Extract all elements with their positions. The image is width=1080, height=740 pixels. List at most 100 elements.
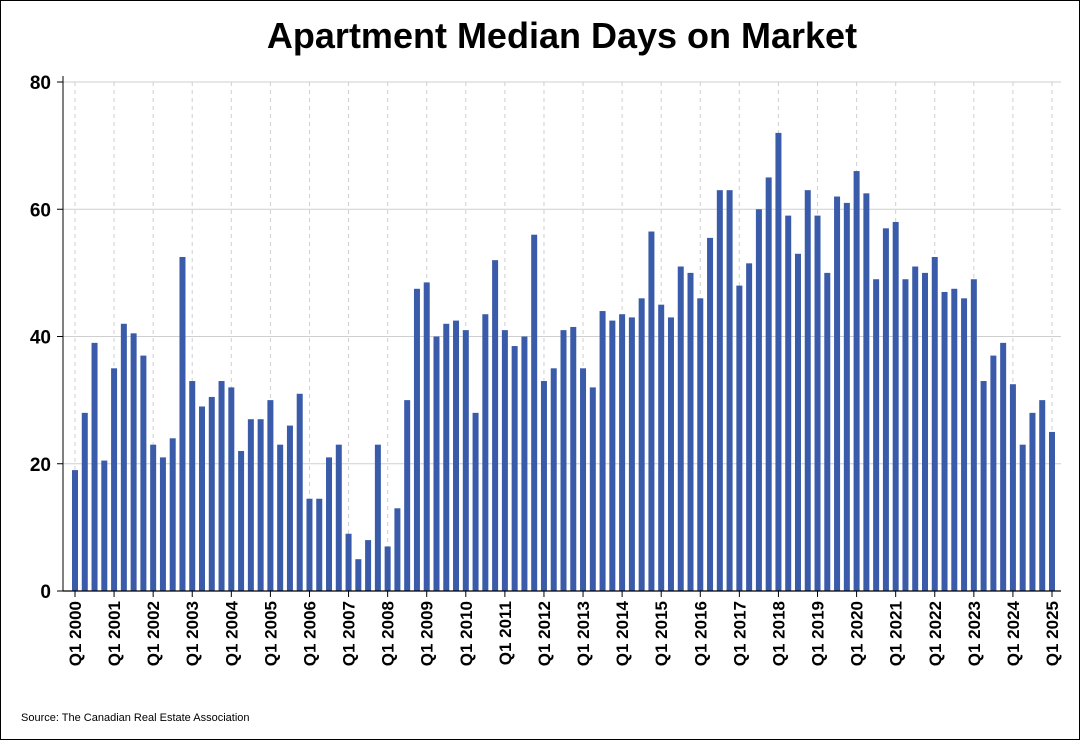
x-tick-label: Q1 2009 [418,601,437,666]
bar [365,540,372,591]
bar [863,193,870,591]
source-note: Source: The Canadian Real Estate Associa… [21,712,250,724]
bar [775,132,782,591]
bar [726,190,733,591]
bar [550,368,557,591]
bar [814,215,821,592]
bar [150,444,157,591]
bar [374,444,381,591]
bar [882,228,889,591]
bar [257,419,264,591]
bar [961,298,968,591]
bar [218,381,225,591]
bar [472,412,479,591]
bar [101,460,108,591]
x-tick-label: Q1 2004 [222,600,241,666]
x-tick-label: Q1 2024 [1004,600,1023,666]
x-tick-label: Q1 2005 [261,601,280,666]
x-tick-label: Q1 2019 [809,601,828,666]
bar [404,400,411,591]
bar [208,396,215,591]
bar [794,253,801,591]
bar [91,342,98,591]
bar [1000,342,1007,591]
x-tick-label: Q1 2010 [457,601,476,666]
bar [853,171,860,591]
bar [648,231,655,592]
y-tick-label: 0 [40,582,51,603]
bar [1039,400,1046,591]
bar [159,457,166,591]
bar [326,457,333,591]
bar [511,346,518,591]
bar [609,320,616,591]
bar [130,333,137,591]
bar [912,266,919,591]
bar [970,279,977,591]
bar [716,190,723,591]
bar [980,381,987,591]
bar [990,355,997,591]
bar [677,266,684,591]
bar [228,387,235,591]
bar [453,320,460,591]
bar [501,330,508,591]
x-tick-label: Q1 2008 [379,601,398,666]
bar [921,272,928,591]
bar [843,202,850,591]
bar [384,546,391,591]
x-tick-label: Q1 2025 [1043,601,1062,666]
bar [736,285,743,591]
x-tick-label: Q1 2023 [965,601,984,666]
bar [628,317,635,591]
x-tick-label: Q1 2022 [926,601,945,666]
x-tick-label: Q1 2001 [105,601,124,666]
x-tick-label: Q1 2020 [848,601,867,666]
bar [599,311,606,591]
chart-title: Apartment Median Days on Market [266,15,858,56]
bar [707,237,714,591]
bar [169,438,176,591]
bar [443,323,450,591]
x-tick-label: Q1 2011 [496,601,515,665]
bar [521,336,528,591]
bar [1019,444,1026,591]
bar [580,368,587,591]
x-tick-label: Q1 2017 [730,601,749,666]
bar [394,508,401,591]
bar [619,314,626,591]
bar [423,282,430,591]
bar [286,425,293,591]
bar [589,387,596,591]
bar [296,393,303,591]
bar [120,323,127,591]
x-tick-label: Q1 2018 [769,601,788,666]
bar [951,288,958,591]
bar [892,221,899,591]
bar [111,368,118,591]
bar [755,209,762,591]
bar [873,279,880,591]
bar [267,400,274,591]
x-tick-label: Q1 2006 [300,601,319,666]
bar [189,381,196,591]
x-tick-label: Q1 2016 [691,601,710,666]
bar [492,260,499,591]
bar [335,444,342,591]
bar [687,272,694,591]
bar [658,304,665,591]
y-tick-label: 20 [30,455,51,476]
bar [931,256,938,591]
bar [355,559,362,591]
bar [902,279,909,591]
x-tick-label: Q1 2002 [144,601,163,666]
y-tick-label: 60 [30,200,51,221]
bar [1029,412,1036,591]
x-tick-label: Q1 2003 [183,601,202,666]
bar [834,196,841,591]
bar [746,263,753,591]
bar [785,215,792,592]
x-tick-label: Q1 2013 [574,601,593,666]
